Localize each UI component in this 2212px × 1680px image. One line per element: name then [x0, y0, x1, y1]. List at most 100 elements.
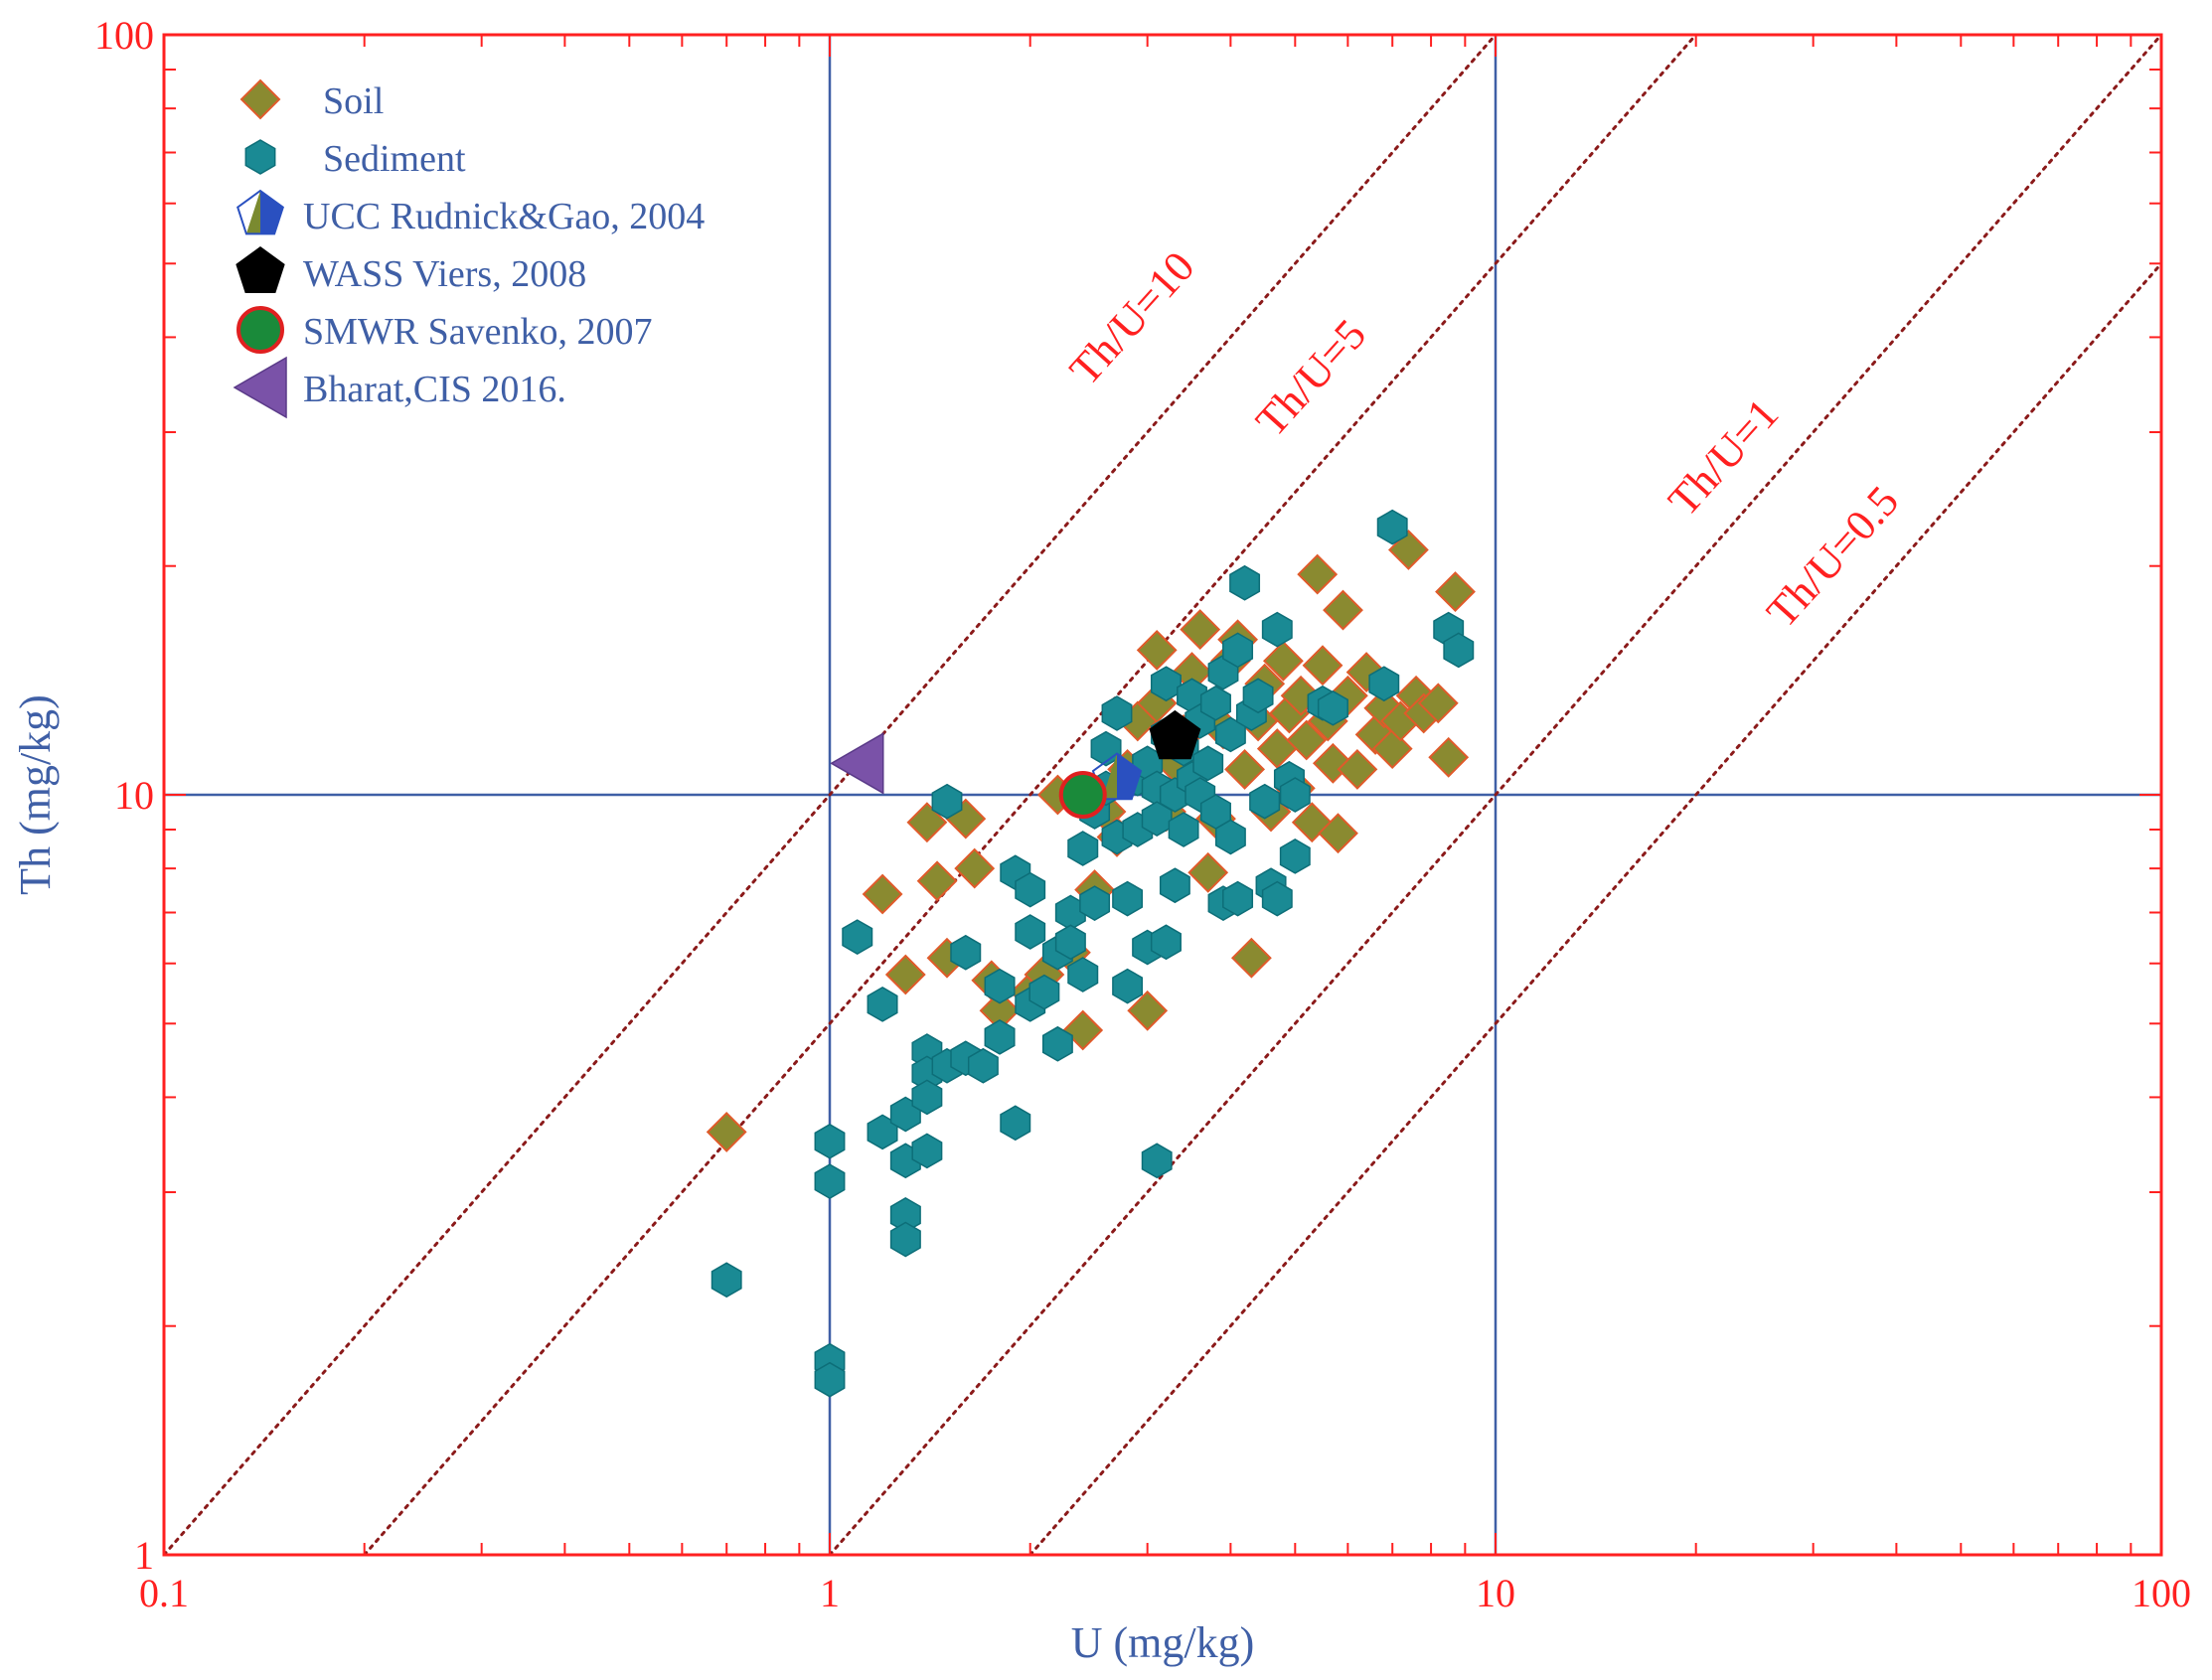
point-diamond-0-2 — [884, 954, 926, 995]
point-hexagon-1-14 — [911, 1079, 943, 1116]
data-points — [706, 509, 1476, 1398]
point-hexagon-1-72 — [1249, 783, 1281, 820]
point-hexagon-1-5 — [842, 919, 873, 955]
legend-label: Bharat,CIS 2016. — [303, 369, 566, 410]
point-hexagon-1-17 — [931, 783, 963, 820]
pentagon-icon — [237, 189, 284, 235]
axis-ticks — [163, 34, 2162, 1556]
ratio-label: Th/U=5 — [1246, 310, 1375, 446]
x-axis-label: U (mg/kg) — [1071, 1618, 1255, 1667]
legend-label: Sediment — [323, 138, 466, 180]
point-hexagon-1-22 — [984, 968, 1016, 1004]
point-hexagon-1-35 — [1079, 885, 1111, 921]
point-triangle-left-5-0 — [830, 732, 884, 795]
legend-item: WASS Viers, 2008 — [236, 246, 586, 295]
point-hexagon-1-28 — [1028, 974, 1060, 1010]
point-diamond-0-22 — [1136, 629, 1178, 671]
point-hexagon-1-75 — [1261, 880, 1293, 917]
ratio-line — [828, 35, 2161, 1555]
point-pentagon-3-0 — [1149, 709, 1201, 760]
point-hexagon-1-85 — [1141, 1143, 1173, 1179]
ratio-label: Th/U=0.5 — [1757, 477, 1908, 637]
point-hexagon-1-77 — [1279, 839, 1311, 874]
diamond-icon — [239, 78, 281, 120]
point-diamond-0-1 — [862, 873, 903, 915]
point-hexagon-1-0 — [711, 1262, 742, 1298]
ratio-label: Th/U=10 — [1060, 242, 1204, 394]
point-hexagon-1-68 — [1222, 880, 1254, 917]
y-axis-label: Th (mg/kg) — [11, 694, 60, 895]
point-diamond-0-63 — [1435, 571, 1476, 613]
ratio-line — [363, 35, 1698, 1555]
pentagon-icon — [236, 246, 285, 293]
point-hexagon-1-84 — [1443, 632, 1475, 669]
point-hexagon-1-11 — [889, 1221, 921, 1258]
point-hexagon-1-26 — [1015, 914, 1046, 950]
hexagon-icon — [244, 139, 276, 175]
point-hexagon-1-74 — [1261, 611, 1293, 648]
point-hexagon-1-19 — [950, 934, 982, 971]
point-hexagon-1-15 — [911, 1133, 943, 1169]
ratio-line — [1028, 261, 2161, 1555]
point-hexagon-1-2 — [814, 1163, 846, 1199]
point-diamond-0-45 — [1297, 553, 1339, 595]
point-hexagon-1-34 — [1067, 831, 1099, 866]
point-hexagon-1-78 — [1279, 777, 1311, 813]
point-diamond-0-0 — [706, 1111, 747, 1152]
y-tick-label: 10 — [114, 773, 154, 818]
ratio-labels: Th/U=10 Th/U=5 Th/U=1Th/U=0.5 — [1060, 242, 1908, 637]
point-hexagon-1-71 — [1242, 678, 1274, 714]
point-hexagon-1-4 — [814, 1361, 846, 1398]
legend-item: SMWR Savenko, 2007 — [237, 306, 653, 354]
point-diamond-0-33 — [1224, 748, 1266, 790]
point-diamond-0-4 — [916, 860, 958, 902]
point-diamond-0-52 — [1337, 748, 1378, 790]
point-diamond-0-14 — [1062, 1009, 1104, 1051]
point-hexagon-1-20 — [967, 1047, 999, 1084]
legend-item: Soil — [239, 78, 384, 122]
legend-item: Bharat,CIS 2016. — [233, 356, 566, 419]
legend-label: SMWR Savenko, 2007 — [303, 311, 653, 353]
point-hexagon-1-81 — [1368, 666, 1400, 702]
point-hexagon-1-33 — [1067, 957, 1099, 993]
x-tick-label: 0.1 — [139, 1571, 189, 1615]
y-tick-label: 1 — [134, 1533, 154, 1578]
point-diamond-0-39 — [1262, 640, 1304, 682]
legend-item: Sediment — [244, 138, 466, 180]
y-tick-label: 100 — [94, 13, 154, 58]
ratio-line — [164, 35, 1498, 1555]
point-hexagon-1-82 — [1376, 509, 1408, 545]
point-hexagon-1-39 — [1101, 695, 1133, 731]
x-tick-label: 100 — [2132, 1571, 2191, 1615]
point-diamond-0-20 — [1127, 990, 1169, 1031]
point-hexagon-1-80 — [1317, 689, 1348, 726]
point-hexagon-1-41 — [1112, 880, 1144, 917]
point-diamond-0-46 — [1302, 645, 1343, 687]
point-circle-4-0 — [1058, 771, 1107, 819]
point-hexagon-1-62 — [1199, 685, 1231, 721]
point-diamond-0-7 — [954, 847, 996, 889]
point-diamond-0-62 — [1428, 736, 1470, 778]
legend: Soil Sediment UCC Rudnick&Gao, 2004 WASS Vi… — [233, 78, 705, 419]
point-diamond-0-49 — [1318, 813, 1358, 854]
x-tick-label: 1 — [820, 1571, 840, 1615]
point-diamond-0-50 — [1323, 589, 1363, 631]
x-tick-label: 10 — [1476, 1571, 1515, 1615]
point-pentagon-2-0 — [1091, 752, 1143, 801]
point-hexagon-1-30 — [1041, 1025, 1073, 1062]
point-diamond-0-61 — [1417, 683, 1459, 724]
point-hexagon-1-69 — [1229, 564, 1261, 601]
circle-icon — [237, 306, 284, 354]
point-hexagon-1-32 — [1054, 924, 1086, 961]
legend-label: Soil — [323, 80, 384, 122]
point-hexagon-1-27 — [1015, 871, 1046, 908]
triangle-left-icon — [233, 356, 287, 419]
legend-item: UCC Rudnick&Gao, 2004 — [237, 189, 705, 237]
point-hexagon-1-1 — [814, 1123, 846, 1159]
point-hexagon-1-24 — [1000, 1105, 1031, 1142]
ratio-label: Th/U=1 — [1659, 389, 1788, 526]
point-hexagon-1-21 — [984, 1019, 1016, 1055]
point-hexagon-1-67 — [1222, 632, 1254, 669]
